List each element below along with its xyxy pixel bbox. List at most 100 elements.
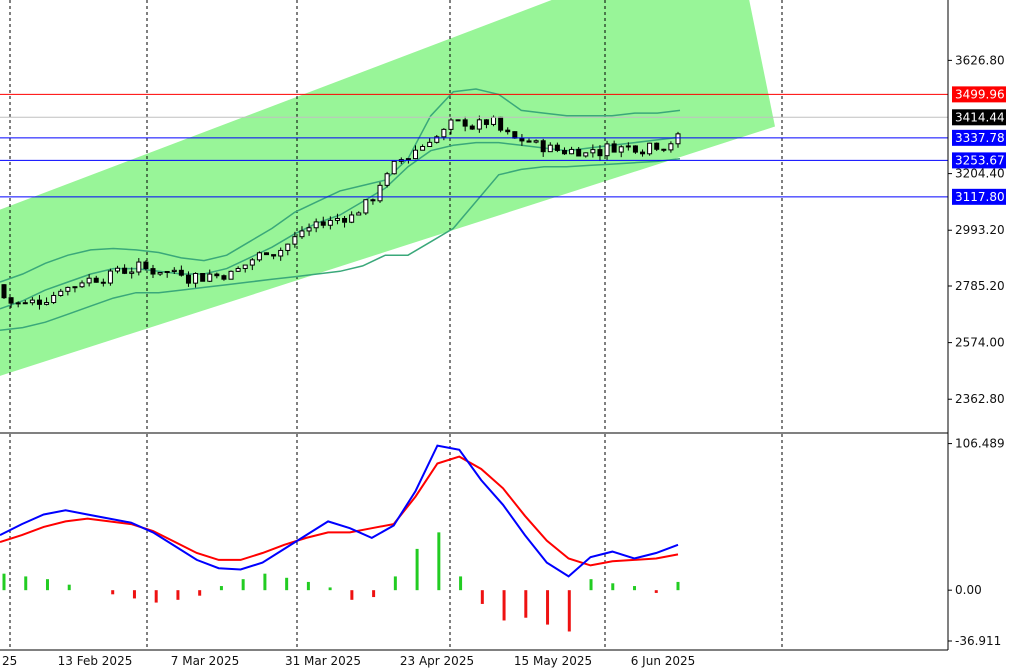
time-label: 23 Apr 2025 [400,654,474,668]
candle [79,280,85,288]
candle [526,138,532,143]
candle-body [491,116,497,125]
candle-body [455,119,461,122]
candle-body [200,272,206,282]
candle-body [256,252,262,261]
candle [313,218,319,233]
candle-body [264,252,270,256]
level-label-box-1 [952,109,1006,126]
candle-body [498,116,504,131]
candle-body [668,143,674,151]
candle-body [448,119,454,130]
candle-body [22,302,28,305]
candle [100,278,106,287]
candle [235,266,241,272]
candle [214,272,220,279]
candle [625,142,631,151]
candle-body [86,277,92,284]
candle-body [292,236,298,245]
candle-body [533,140,539,143]
candle-body [618,146,624,153]
candle [434,134,440,144]
candle [29,297,35,306]
candle [611,140,617,153]
candle-body [469,125,475,130]
candle-body [526,140,532,143]
candle-body [299,230,305,238]
candle-body [29,299,35,304]
level-price-labels: 3499.96 3414.44 3337.78 3253.67 3117.80 [952,86,1006,205]
candle-body [561,149,567,155]
candle-body [171,269,177,272]
candle [476,115,482,133]
candle [427,137,433,148]
candle-body [320,221,326,226]
time-label-cut: 25 [2,654,17,668]
candle [569,146,575,155]
macd-main-line [0,444,679,578]
level-label-0: 3499.96 [955,87,1005,101]
candle [377,182,383,203]
candle [590,144,596,158]
candle-body [115,267,121,272]
price-tick-label: 2785.20 [955,279,1005,293]
candle-body [249,259,255,266]
candle [583,152,589,158]
candle [554,142,560,153]
candle-body [611,143,617,153]
candle [668,141,674,153]
candle [384,171,390,188]
candle [278,247,284,261]
candle [221,274,227,281]
candle [334,213,340,225]
time-label: 6 Jun 2025 [631,654,696,668]
candle [597,145,603,162]
time-label: 31 Mar 2025 [285,654,361,668]
level-label-box-3 [952,152,1006,169]
candle-body [625,145,631,148]
candle-body [540,140,546,153]
candle-body [569,148,575,155]
level-label-box-4 [952,188,1006,205]
candle-body [1,284,7,299]
candle-body [36,299,42,305]
indicator-axis-ticks: 106.489 0.00 -36.911 [948,437,1005,648]
candle [370,198,376,205]
candle-body [654,142,660,150]
candle [547,142,553,153]
price-tick-label: 2362.80 [955,392,1005,406]
candle-body [441,128,447,138]
candle-body [278,249,284,257]
macd-signal-line [0,455,679,567]
indicator-tick-label: 0.00 [955,583,982,597]
candle [533,139,539,144]
time-axis-ticks: 25 13 Feb 2025 7 Mar 2025 31 Mar 2025 23 Apr… [2,654,695,668]
candle-body [640,151,646,155]
candle [448,117,454,135]
candle-body [157,271,163,275]
candle [505,127,511,135]
candle-body [143,261,149,270]
candle-body [427,141,433,148]
candle [632,145,638,154]
candle-body [661,148,667,151]
candle [455,119,461,122]
candle [561,147,567,155]
candle-body [583,152,589,157]
candle-body [65,286,71,292]
candle-body [15,302,21,305]
candle-body [136,261,142,273]
candle-body [327,219,333,226]
candle-body [590,149,596,154]
candle [193,272,199,288]
candle-body [122,267,128,274]
price-panel [0,0,948,430]
candle-body [519,137,525,142]
candle-body [370,199,376,202]
candle [654,142,660,152]
price-tick-label: 3626.80 [955,53,1005,67]
candle-body [334,217,340,221]
candle [604,140,610,161]
candle-body [512,131,518,139]
